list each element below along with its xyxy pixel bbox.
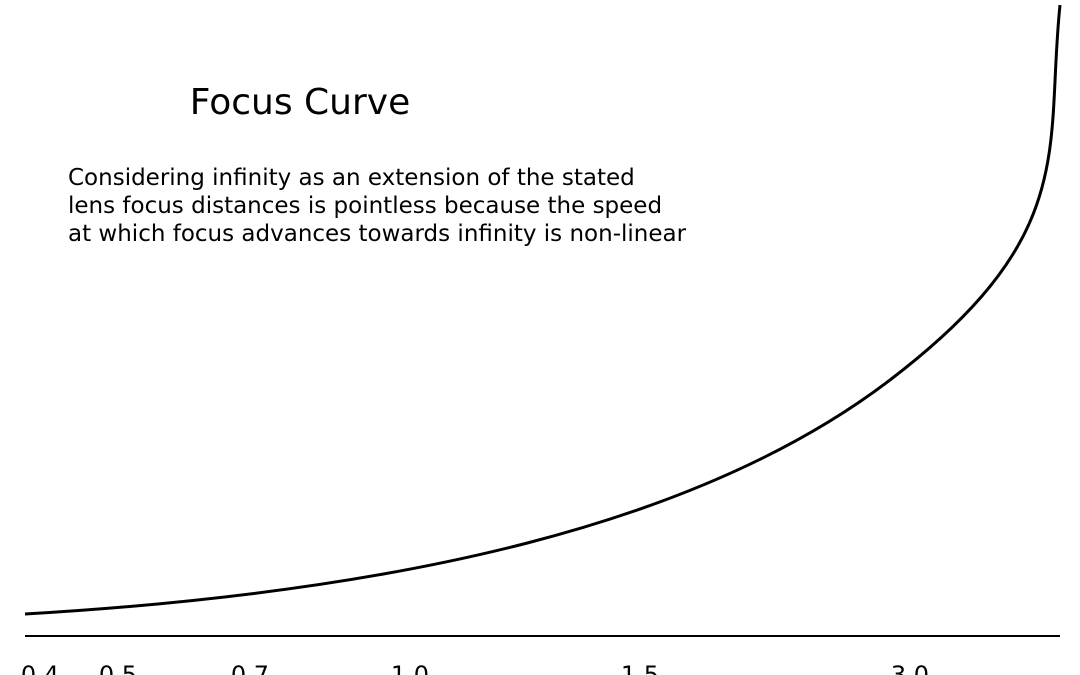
axis-label: 0.4 bbox=[21, 661, 59, 675]
axis-label: 1.0 bbox=[391, 661, 429, 675]
axis-label: 1.5 bbox=[621, 661, 659, 675]
description-line: at which focus advances towards infinity… bbox=[68, 221, 687, 247]
title: Focus Curve bbox=[190, 82, 410, 123]
description-line: Considering infinity as an extension of … bbox=[68, 165, 635, 191]
axis-label: 0.5 bbox=[99, 661, 137, 675]
axis-label: ∞ bbox=[1010, 666, 1030, 675]
focus-curve bbox=[24, 4, 1062, 616]
axis-label: 3.0 bbox=[891, 661, 929, 675]
axis-label: 0.7 bbox=[231, 661, 269, 675]
description-line: lens focus distances is pointless becaus… bbox=[68, 193, 662, 219]
